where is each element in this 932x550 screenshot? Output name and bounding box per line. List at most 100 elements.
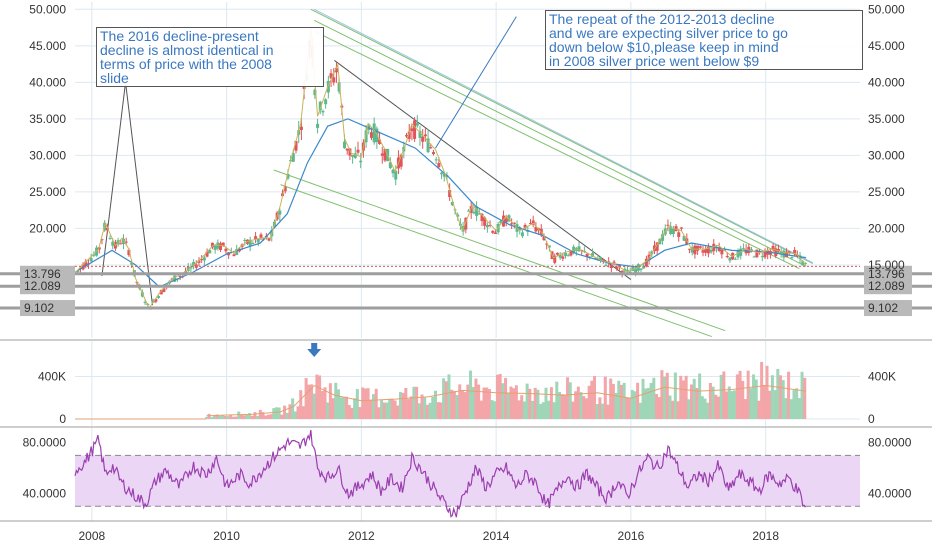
volume-bar [725,391,729,419]
candle-body [200,259,204,261]
volume-bar [628,397,632,419]
candle-body [561,256,565,259]
rsi-tick-left: 40.0000 [23,487,67,501]
volume-bar [280,414,284,419]
candle-body [639,268,643,270]
volume-bar [598,397,602,419]
volume-bar [207,413,211,419]
volume-bar [388,398,392,419]
volume-bar [679,375,683,419]
rsi-axis: 80.0000 80.0000 40.0000 40.0000 [23,436,912,501]
volume-bar [749,388,753,419]
volume-bar [312,393,316,419]
candle-body [316,123,320,128]
candle-body [801,261,805,266]
volume-bar [652,377,656,419]
level-label-box [20,265,75,282]
volume-bar [310,384,314,419]
volume-bar [504,377,508,419]
volume-bar [218,415,222,419]
volume-bar [533,387,537,419]
volume-bar [768,390,772,419]
volume-bar [657,397,661,419]
candle-body [100,239,104,241]
volume-bar [342,397,346,419]
candle-body [448,189,452,198]
annotation-2016-decline[interactable]: The 2016 decline-present decline is almo… [96,27,324,87]
volume-bar [752,374,756,419]
candle-body [154,299,158,302]
candle-body [569,250,573,256]
right-tick-label: 40.000 [868,75,905,89]
volume-bar [323,387,327,419]
volume-bar [223,415,227,419]
volume-bar [719,374,723,419]
volume-bar [385,402,389,419]
volume-bar [245,414,249,419]
candle-body [590,253,594,257]
candle-body [353,153,357,159]
candle-body [197,260,201,263]
volume-bar [606,404,610,419]
level-label-right: 13.796 [868,267,905,281]
candle-body [661,234,665,241]
rsi-band [75,454,860,507]
volume-bar [730,391,734,419]
candle-body [318,101,322,111]
candle-body [283,186,287,192]
candle-body [92,254,96,256]
volume-bar [584,398,588,419]
volume-bar [622,382,626,419]
volume-bar [681,380,685,419]
down-arrow-icon[interactable] [307,343,322,357]
candle-body [299,126,303,130]
candle-body [345,148,349,151]
level-label-box [20,300,75,317]
candle-body [122,238,126,245]
candle-body [690,247,694,253]
candle-body [434,159,438,161]
x-tick-label: 2018 [752,529,779,543]
candle-body [674,226,678,232]
candle-body [334,67,338,73]
annotation-2012-repeat[interactable]: The repeat of the 2012-2013 decline and … [545,10,863,70]
candle-body [679,227,683,229]
candle-body [787,251,791,253]
volume-bar [463,392,467,419]
volume-bar [549,387,553,419]
candle-body [157,296,161,298]
volume-tick-right: 400K [868,370,896,384]
volume-bar [409,396,413,419]
volume-bar [714,394,718,419]
candle-body [728,257,732,261]
candle-body [523,224,527,229]
volume-bar [415,386,419,419]
channel-line [310,8,814,264]
volume-bar [320,390,324,419]
volume-bar [347,405,351,419]
rsi-pane: 80.0000 80.0000 40.0000 40.0000 [23,429,912,518]
candle-body [332,77,336,83]
candle-body [108,238,112,240]
volume-bar [649,382,653,419]
volume-bar [474,378,478,419]
volume-bar [307,384,311,419]
volume-bar [334,382,338,419]
left-tick-label: 25.000 [29,185,66,199]
candle-body [291,153,295,162]
volume-bar [517,400,521,419]
time-axis[interactable]: 2008 2010 2012 2014 2016 2018 [78,529,779,543]
candle-body [119,243,123,245]
candle-body [399,154,403,167]
volume-bar [579,392,583,419]
volume-bar [733,390,737,419]
candle-body [750,249,754,251]
candle-body [259,234,263,239]
candle-body [213,245,217,250]
candle-body [766,250,770,255]
candle-body [493,232,497,234]
volume-bar [382,402,386,419]
candle-body [696,245,700,251]
volume-bar [619,384,623,419]
